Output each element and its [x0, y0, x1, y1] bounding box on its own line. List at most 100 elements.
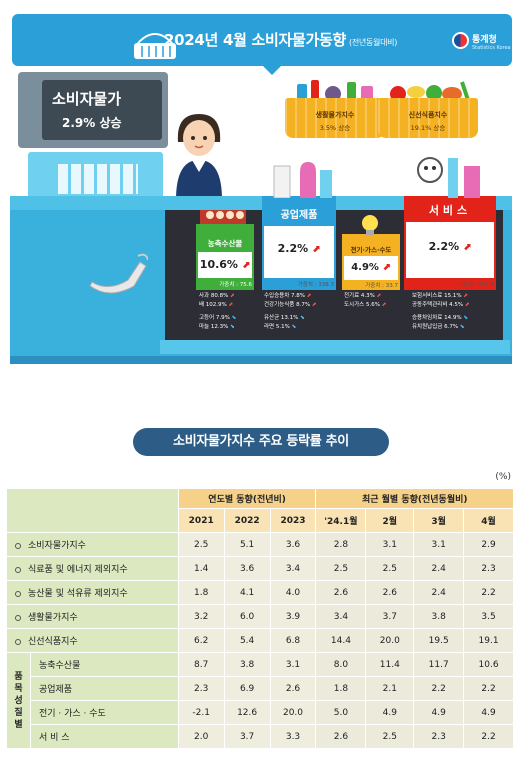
table-cell: 3.1	[365, 532, 415, 557]
table-row: 식료품 및 에너지 제외지수 1.4 3.6 3.4 2.5 2.5 2.4 2…	[6, 556, 514, 581]
living-index-basket: 생활물가지수 3.5% 상승	[285, 78, 385, 138]
row-label: 농축수산물	[29, 652, 179, 677]
table-cell: 2.6	[315, 724, 367, 749]
table-cell: 2.2	[413, 676, 465, 701]
row-label: 신선식품지수	[28, 637, 78, 647]
barcode-scanner-icon	[89, 253, 148, 294]
arrow-up-icon: ⬈	[228, 302, 234, 308]
table-cell: 2.2	[463, 724, 514, 749]
service-weight: 가중치 : 552.4	[457, 282, 494, 288]
table-cell: 2.4	[413, 556, 465, 581]
table-cell: 3.6	[223, 556, 271, 581]
arrow-up-icon: ⬈	[381, 302, 387, 308]
row-label: 서 비 스	[29, 724, 179, 749]
table-cell: 2.5	[365, 724, 415, 749]
arrow-up-icon: ⬈	[311, 302, 317, 308]
table-cell: 2.5	[365, 556, 415, 581]
agri-weight: 가중치 : 75.6	[219, 282, 252, 288]
agri-name: 농축수산물	[207, 239, 243, 248]
table-cell: 6.8	[269, 628, 317, 653]
arrow-down-icon: ⬊	[291, 324, 297, 330]
arrow-up-icon: ⬈	[376, 293, 382, 299]
arrow-up-icon: ⬈	[241, 260, 251, 271]
basket-value: 19.1% 상승	[410, 124, 446, 132]
page-subtitle: (전년동월대비)	[349, 38, 398, 47]
table-cell: 2.2	[463, 580, 514, 605]
bullet-icon	[15, 590, 21, 597]
service-items: 보험서비스료 15.1% ⬈ 공동주택관리비 4.5% ⬈ 승용차임차료 14.…	[412, 293, 470, 330]
table-cell: 3.6	[269, 532, 317, 557]
row-label: 농산물 및 석유류 제외지수	[28, 589, 128, 599]
table-cell: 2.3	[177, 676, 225, 701]
table-cell: 8.0	[315, 652, 367, 677]
table-cell: 3.4	[315, 604, 367, 629]
industry-value: 2.2%	[277, 242, 309, 255]
arrow-up-icon: ⬈	[230, 293, 235, 299]
column-header: 2022	[223, 508, 271, 533]
table-cell: 3.7	[365, 604, 415, 629]
taegeuk-icon	[452, 32, 469, 49]
service-panel: 서비스 2.2% ⬈ 가중치 : 552.4	[404, 196, 496, 290]
agri-panel: 농축수산물 10.6% ⬈ 가중치 : 75.6	[196, 224, 254, 290]
group-monthly-header: 최근 월별 동향(전년동월비)	[315, 488, 514, 509]
table-cell: 3.1	[269, 652, 317, 677]
table-cell: 19.5	[413, 628, 465, 653]
table-cell: 3.5	[463, 604, 514, 629]
table-cell: 11.4	[365, 652, 415, 677]
arrow-down-icon: ⬊	[459, 324, 465, 330]
utility-items: 전기료 4.3% ⬈ 도시가스 5.6% ⬈	[344, 293, 387, 308]
arrow-down-icon: ⬊	[230, 324, 235, 330]
light-bulb-icon	[362, 215, 378, 235]
utility-weight: 가중치 : 33.7	[365, 283, 398, 289]
unit-label: (%)	[495, 472, 511, 482]
group-annual-header: 연도별 동향(전년비)	[177, 488, 317, 509]
table-cell: 14.4	[315, 628, 367, 653]
table-row: 공업제품 2.3 6.9 2.6 1.8 2.1 2.2 2.2	[7, 676, 514, 701]
row-label: 식료품 및 에너지 제외지수	[28, 565, 128, 575]
arrow-up-icon: ⬈	[306, 293, 312, 299]
table-cell: 2.5	[177, 532, 225, 557]
infographic: 2024년 4월 소비자물가동향 (전년동월대비) 통계청 Statistics …	[10, 14, 514, 364]
column-header: 2021	[177, 508, 225, 533]
table-cell: 19.1	[463, 628, 514, 653]
service-icons-icon	[417, 157, 480, 198]
row-label: 전기 · 가스 · 수도	[29, 700, 179, 725]
cash-register: 소비자물가 2.9% 상승	[18, 72, 168, 202]
table-cell: 4.9	[365, 700, 415, 725]
table-cell: 4.1	[223, 580, 271, 605]
industry-items: 수입승용차 7.8% ⬈ 건강기능식품 8.7% ⬈ 유산균 13.1% ⬊ 라…	[264, 293, 317, 330]
table-cell: 2.6	[269, 676, 317, 701]
arrow-up-icon: ⬈	[463, 293, 468, 299]
row-label: 소비자물가지수	[28, 541, 86, 551]
bullet-icon	[15, 614, 21, 621]
service-name: 서비스	[428, 204, 472, 217]
table-cell: 4.0	[269, 580, 317, 605]
table-cell: 3.8	[413, 604, 465, 629]
industry-weight: 가중치 : 338.3	[297, 282, 334, 288]
table-cell: 3.8	[223, 652, 271, 677]
basket-label: 생활물가지수	[315, 111, 355, 119]
column-header: 3월	[413, 508, 465, 533]
page-title: 2024년 4월 소비자물가동향 (전년동월대비)	[164, 31, 398, 49]
table-cell: -2.1	[177, 700, 225, 725]
table-cell: 3.2	[177, 604, 225, 629]
agency-logo: 통계청 Statistics Korea	[452, 29, 514, 59]
keypad-icon	[58, 164, 138, 194]
cpi-label: 소비자물가	[52, 90, 122, 108]
table-cell: 4.9	[463, 700, 514, 725]
table-cell: 2.9	[463, 532, 514, 557]
table-cell: 2.6	[365, 580, 415, 605]
table-row: 생활물가지수 3.2 6.0 3.9 3.4 3.7 3.8 3.5	[6, 604, 514, 629]
basket-value: 3.5% 상승	[319, 124, 351, 132]
table-row: 신선식품지수 6.2 5.4 6.8 14.4 20.0 19.5 19.1	[6, 628, 514, 653]
cpi-value: 2.9% 상승	[62, 116, 122, 130]
column-header: 2월	[365, 508, 415, 533]
column-header: '24.1월	[315, 508, 367, 533]
table-cell: 1.4	[177, 556, 225, 581]
product-bottles-icon	[273, 162, 332, 198]
column-header: 2023	[269, 508, 317, 533]
bullet-icon	[15, 566, 21, 573]
table-cell: 2.3	[463, 556, 514, 581]
arrow-up-icon: ⬈	[464, 302, 470, 308]
